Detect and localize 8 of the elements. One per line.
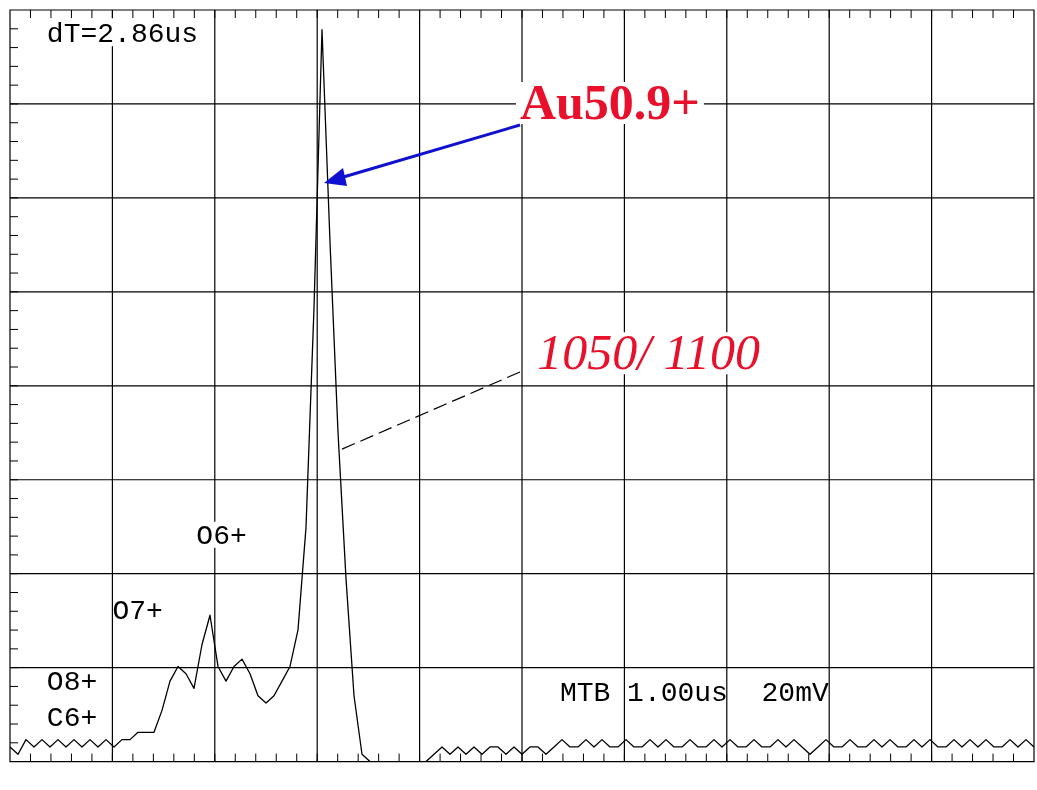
annotation: Au50.9+ [519,73,700,130]
annotation: O7+ [112,595,163,627]
annotation: MTB 1.00us 20mV [559,678,829,710]
annotation: 1050/ 1100 [537,324,761,381]
annotation: O8+ [46,667,98,699]
annotation: dT=2.86us [46,19,199,51]
annotation: C6+ [46,702,98,734]
annotation: O6+ [196,520,247,552]
